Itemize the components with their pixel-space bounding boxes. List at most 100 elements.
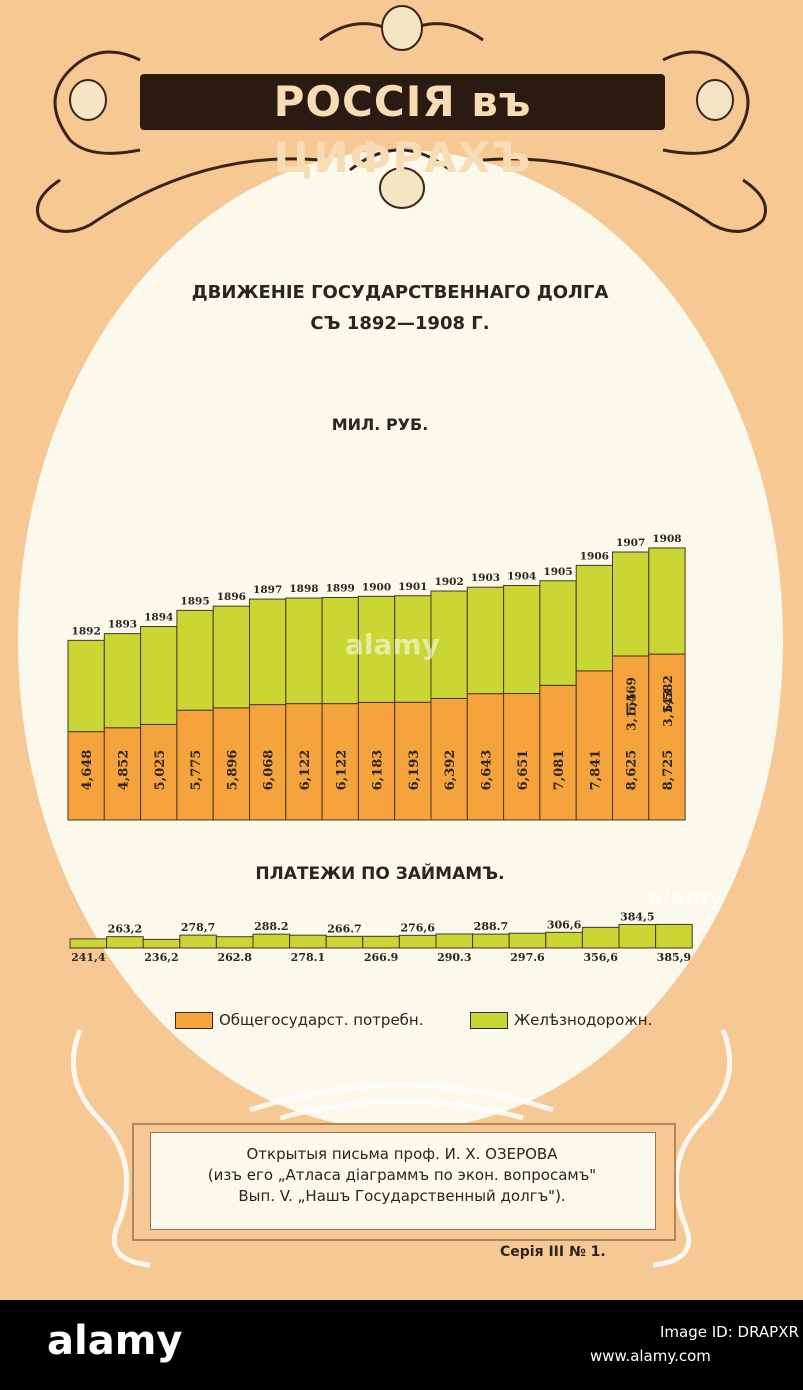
bar-general: [648, 653, 686, 821]
payment-value-label: 290.3: [437, 951, 471, 964]
bar-year-label: 1902: [435, 576, 464, 588]
bar-railway: [212, 605, 250, 709]
bar-year-label: 1903: [471, 572, 500, 584]
bar-year-label: 1901: [398, 581, 427, 593]
footer-line-1: Открытыя письма проф. И. Х. ОЗЕРОВА: [246, 1145, 558, 1163]
payment-value-label: 241,4: [71, 951, 106, 964]
payment-value-label: 288.2: [254, 920, 288, 933]
chart-title: ДВИЖЕНІЕ ГОСУДАРСТВЕННАГО ДОЛГА: [191, 282, 609, 303]
bar-year-label: 1905: [543, 566, 572, 578]
legend-label-railway: Желѣзнодорожн.: [514, 1011, 653, 1029]
bar-railway: [430, 590, 468, 699]
legend-item-railway: Желѣзнодорожн.: [470, 1010, 652, 1030]
payment-value-label: 306,6: [547, 918, 582, 931]
bar-value-label-general: 6,068: [262, 750, 277, 791]
bar-value-label-general: 7,081: [552, 750, 567, 791]
legend-swatch-general: [175, 1011, 213, 1029]
poster-background: РОССІЯ въ ЦИФРАХЪ ДВИЖЕНІЕ ГОСУДАРСТВЕНН…: [0, 0, 803, 1300]
bar-value-label-general: 5,775: [189, 750, 204, 791]
bar-value-label-general: 7,841: [588, 750, 603, 791]
bar-general: [67, 731, 105, 821]
bar-railway: [285, 597, 323, 705]
footer-panel: [150, 1132, 656, 1230]
legend-label-general: Общегосударст. потребн.: [219, 1011, 424, 1029]
bar-railway: [357, 595, 396, 703]
bar-year-label: 1908: [652, 533, 681, 545]
payment-value-label: 276,6: [400, 921, 435, 934]
payment-value-label: 297.6: [510, 951, 545, 964]
bar-year-label: 1893: [108, 619, 137, 631]
bar-year-label: 1900: [362, 581, 391, 593]
bar-general: [321, 703, 359, 821]
payment-value-label: 384,5: [620, 911, 654, 924]
bar-railway: [176, 609, 214, 711]
bar-general: [575, 670, 614, 821]
bar-general: [612, 655, 650, 821]
payment-value-label: 356,6: [583, 951, 618, 964]
bar-general: [394, 701, 432, 821]
bar-value-label-general: 6,392: [443, 750, 458, 791]
bar-value-label-general: 6,122: [298, 750, 313, 791]
payment-bar: [655, 923, 693, 949]
unit-label: МИЛ. РУБ.: [331, 415, 429, 434]
bar-general: [539, 684, 577, 821]
debt-chart: 4,648 1892 4,852 1893 5,025 1894 5,775 1895 5,89…: [67, 533, 693, 964]
payment-value-label: 385,9: [657, 951, 691, 964]
payment-value-label: 263,2: [108, 923, 142, 936]
payments-title: ПЛАТЕЖИ ПО ЗАЙМАМЪ.: [255, 864, 505, 884]
bar-railway: [249, 598, 287, 706]
footer-line-3: Вып. V. „Нашъ Государственный долгъ").: [238, 1187, 566, 1205]
bar-general: [249, 704, 287, 821]
image-id-text: Image ID: DRAPXR: [660, 1323, 799, 1341]
bar-year-label: 1897: [253, 584, 282, 596]
bar-general: [430, 697, 468, 821]
bar-railway: [648, 547, 686, 655]
legend-item-general: Общегосударст. потребн.: [175, 1010, 424, 1030]
bar-railway: [394, 595, 432, 703]
bar-value-label-railway: 5,469: [625, 677, 639, 715]
bar-railway: [612, 551, 650, 657]
legend-swatch-railway: [470, 1011, 508, 1029]
bar-value-label-general: 6,643: [479, 750, 494, 791]
bar-value-label-general: 8,625: [625, 750, 640, 791]
series-label: Серія III № 1.: [500, 1244, 606, 1260]
bar-year-label: 1904: [507, 571, 536, 583]
bar-value-label-general: 6,651: [516, 750, 531, 791]
bar-general: [212, 707, 250, 821]
payment-value-label: 262.8: [217, 951, 252, 964]
payment-value-label: 278.1: [291, 951, 325, 964]
bar-general: [140, 723, 178, 821]
bar-railway: [321, 596, 359, 705]
payment-value-label: 236,2: [144, 951, 178, 964]
payment-value-label: 266.9: [364, 951, 398, 964]
bar-year-label: 1899: [326, 582, 355, 594]
bar-value-label-general: 5,896: [225, 750, 240, 791]
bar-railway: [140, 626, 178, 725]
bar-top-value-label: 3,155: [625, 693, 639, 731]
bar-year-label: 1895: [180, 595, 209, 607]
bar-year-label: 1906: [580, 550, 609, 562]
bar-year-label: 1898: [289, 583, 318, 595]
bar-value-label-general: 6,183: [371, 750, 386, 791]
header-ornament: [36, 5, 767, 233]
chart-subtitle: СЪ 1892—1908 Г.: [310, 313, 490, 334]
bar-value-label-general: 5,025: [153, 750, 168, 791]
bar-value-label-railway: 5,582: [661, 675, 675, 713]
bar-year-label: 1896: [217, 591, 246, 603]
bar-value-label-general: 6,193: [407, 750, 422, 791]
stock-band: [0, 1300, 803, 1390]
bar-railway: [67, 639, 105, 733]
bar-general: [285, 703, 323, 821]
bar-year-label: 1892: [72, 625, 101, 637]
bar-railway: [575, 564, 614, 672]
bar-year-label: 1894: [144, 612, 173, 624]
stock-logo: alamy: [47, 1318, 183, 1364]
bar-top-value-label: 3,143: [661, 689, 675, 727]
bar-value-label-general: 6,122: [334, 750, 349, 791]
bar-value-label-general: 4,648: [80, 750, 95, 791]
payment-value-label: 278,7: [181, 921, 215, 934]
footer-ornament: [70, 1029, 733, 1268]
bar-value-label-general: 4,852: [116, 750, 131, 791]
bar-railway: [466, 586, 505, 695]
bar-general: [103, 727, 142, 821]
